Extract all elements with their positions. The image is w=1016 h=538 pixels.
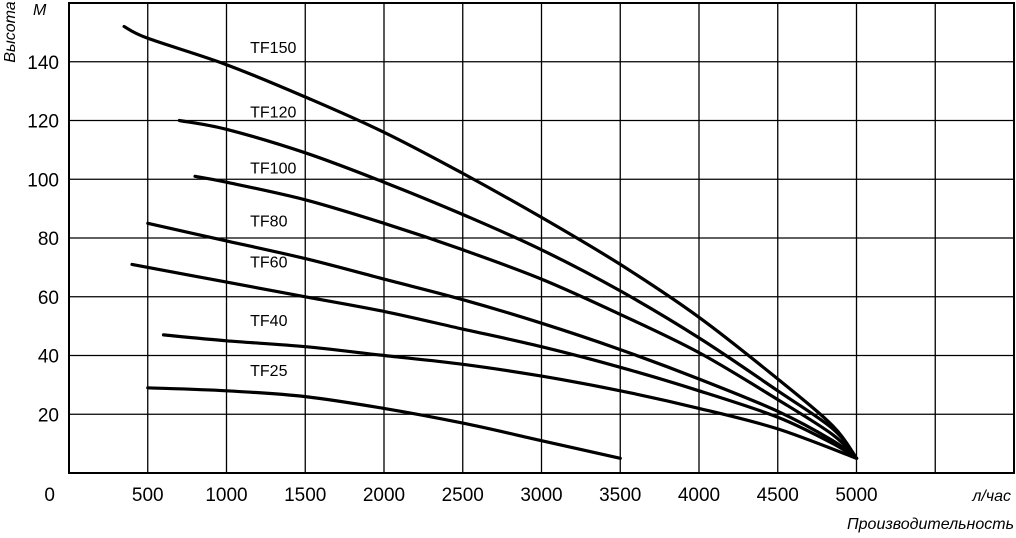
x-tick-label: 500 [132,485,164,506]
origin-label: 0 [44,485,55,506]
series-label-tf100: TF100 [250,160,296,177]
series-line-tf25 [146,386,622,460]
series-line-tf80 [146,221,859,460]
plot-frame [68,2,1015,474]
y-tick-label: 140 [27,53,59,74]
series-label-tf40: TF40 [250,313,287,330]
x-unit-label: л/час [971,488,1011,505]
y-axis-title: Высота [2,1,19,62]
y-tick-label: 100 [27,170,59,191]
series-line-tf150 [122,24,859,460]
y-tick-label: 40 [38,347,59,368]
series-label-tf120: TF120 [250,105,296,122]
series-label-tf150: TF150 [250,40,296,57]
x-axis-title: Производительность [847,516,1014,533]
series-line-tf100 [193,174,859,460]
y-tick-label: 120 [27,112,59,133]
grid [69,3,1014,473]
series-line-tf120 [177,118,859,460]
y-unit-label: М [33,2,47,19]
series-labels: TF150 TF120 TF100 TF80 TF60 TF40 TF25 [250,40,296,380]
x-tick-label: 4000 [678,485,720,506]
x-tick-label: 1500 [284,485,326,506]
y-tick-labels: 20 40 60 80 100 120 140 [27,53,59,427]
series-curves [122,24,859,460]
series-label-tf25: TF25 [250,363,287,380]
y-tick-label: 20 [38,405,59,426]
series-line-tf60 [130,262,859,460]
series-line-tf40 [161,333,859,460]
x-tick-label: 4500 [757,485,799,506]
y-tick-label: 80 [38,229,59,250]
x-tick-label: 3000 [520,485,562,506]
series-label-tf60: TF60 [250,254,287,271]
x-tick-label: 3500 [599,485,641,506]
x-tick-label: 2500 [442,485,484,506]
series-label-tf80: TF80 [250,213,287,230]
y-tick-label: 60 [38,288,59,309]
x-tick-label: 2000 [363,485,405,506]
x-tick-label: 5000 [835,485,877,506]
x-tick-labels: 500 1000 1500 2000 2500 3000 3500 4000 4500 5000 [132,485,878,506]
x-tick-label: 1000 [205,485,247,506]
